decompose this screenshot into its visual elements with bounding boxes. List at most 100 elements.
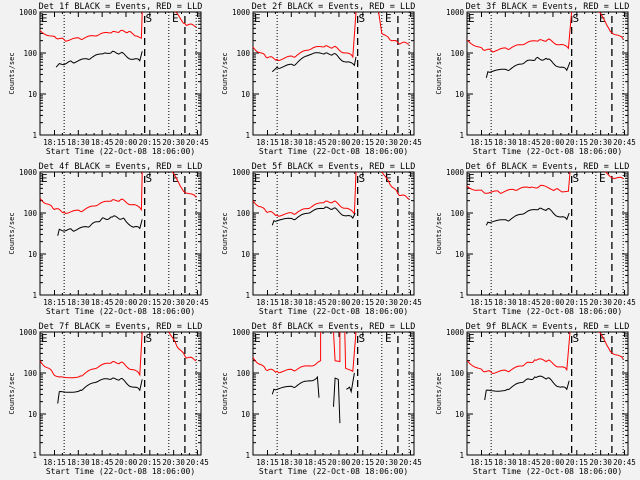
x-axis-label: Start Time (22-Oct-08 18:06:00): [473, 307, 622, 316]
x-tick-label: 20:15: [352, 138, 375, 147]
marker-E-start: E: [41, 332, 48, 345]
events-series-line: [333, 377, 341, 424]
marker-E-end: E: [385, 172, 392, 185]
detector-plot-6: Det 6f BLACK = Events, RED = LLD 1 10 100 10…: [435, 162, 636, 316]
x-axis-label: Start Time (22-Oct-08 18:06:00): [46, 147, 195, 156]
events-series-line: [57, 377, 143, 404]
x-tick-label: 20:15: [352, 458, 375, 467]
lld-series-line: [252, 171, 357, 217]
marker-E-start: E: [468, 12, 475, 25]
y-tick-label: 10: [28, 250, 38, 259]
lld-series-line: [39, 331, 143, 379]
plot-frame: [466, 11, 629, 136]
y-tick-label: 100: [450, 49, 464, 58]
marker-E-end: E: [172, 332, 179, 345]
lld-series-line: [605, 171, 624, 180]
marker-E-end: E: [599, 332, 606, 345]
detector-plot-8: Det 8f BLACK = Events, RED = LLD 1 10 100 10…: [221, 322, 422, 476]
events-series-line: [55, 50, 143, 68]
x-tick-label: 20:15: [139, 298, 162, 307]
y-axis-label: Counts/sec: [8, 52, 16, 94]
x-tick-label: 20:00: [542, 298, 565, 307]
y-tick-label: 100: [236, 369, 250, 378]
x-tick-label: 18:45: [91, 458, 114, 467]
plot-title: Det 4f BLACK = Events, RED = LLD: [39, 162, 203, 172]
x-tick-label: 20:45: [613, 458, 636, 467]
x-tick-label: 18:30: [280, 458, 303, 467]
marker-S: S: [145, 332, 152, 345]
plot-title: Det 2f BLACK = Events, RED = LLD: [252, 2, 416, 12]
y-axis-label: Counts/sec: [221, 212, 229, 254]
y-tick-label: 1000: [19, 168, 38, 177]
x-tick-label: 18:45: [91, 138, 114, 147]
y-tick-label: 1000: [232, 328, 251, 337]
lld-series-line: [378, 11, 410, 45]
events-series-line: [485, 207, 570, 226]
marker-E-end: E: [385, 12, 392, 25]
lld-series-line: [598, 331, 624, 360]
marker-S: S: [145, 172, 152, 185]
y-axis-label: Counts/sec: [221, 52, 229, 94]
y-tick-label: 100: [450, 209, 464, 218]
marker-E-end: E: [172, 12, 179, 25]
x-tick-label: 20:00: [542, 458, 565, 467]
y-tick-label: 1000: [446, 8, 465, 17]
marker-E-end: E: [385, 332, 392, 345]
lld-series-line: [171, 171, 197, 198]
detector-plot-5: Det 5f BLACK = Events, RED = LLD 1 10 100 10…: [221, 162, 422, 316]
detector-plot-9: Det 9f BLACK = Events, RED = LLD 1 10 100 10…: [435, 322, 636, 476]
events-series-line: [271, 375, 320, 398]
x-tick-label: 18:30: [280, 138, 303, 147]
plot-title: Det 3f BLACK = Events, RED = LLD: [466, 2, 630, 12]
x-tick-label: 18:15: [43, 458, 66, 467]
events-series-line: [346, 372, 355, 394]
y-tick-label: 10: [28, 410, 38, 419]
lld-series-line: [39, 11, 143, 42]
y-tick-label: 1: [32, 131, 37, 140]
x-tick-label: 20:45: [399, 138, 422, 147]
lld-series-line: [333, 331, 341, 363]
x-tick-label: 18:30: [67, 458, 90, 467]
x-tick-label: 18:15: [256, 458, 279, 467]
events-series-line: [271, 206, 356, 226]
x-tick-label: 20:45: [186, 138, 209, 147]
marker-S: S: [358, 12, 365, 25]
y-tick-label: 100: [23, 369, 37, 378]
plot-frame: [39, 11, 202, 136]
marker-E-start: E: [254, 12, 261, 25]
x-axis-label: Start Time (22-Oct-08 18:06:00): [259, 147, 408, 156]
y-tick-label: 1000: [19, 8, 38, 17]
detector-plot-4: Det 4f BLACK = Events, RED = LLD 1 10 100 10…: [8, 162, 209, 316]
x-axis-label: Start Time (22-Oct-08 18:06:00): [46, 307, 195, 316]
lld-series-line: [252, 11, 357, 62]
lld-series-line: [466, 171, 571, 194]
lld-series-line: [598, 11, 624, 40]
marker-S: S: [145, 12, 152, 25]
plot-frame: [466, 331, 629, 456]
x-tick-label: 20:30: [589, 298, 612, 307]
x-tick-label: 20:30: [375, 298, 398, 307]
y-tick-label: 100: [236, 49, 250, 58]
plot-frame: [39, 331, 202, 456]
x-tick-label: 20:30: [589, 458, 612, 467]
plot-title: Det 6f BLACK = Events, RED = LLD: [466, 162, 630, 172]
x-tick-label: 18:30: [67, 298, 90, 307]
events-series-line: [57, 215, 143, 236]
y-tick-label: 10: [241, 410, 251, 419]
x-tick-label: 18:45: [304, 298, 327, 307]
lld-series-line: [466, 11, 573, 53]
plot-title: Det 7f BLACK = Events, RED = LLD: [39, 322, 203, 332]
marker-E-start: E: [468, 172, 475, 185]
plot-frame: [252, 171, 415, 296]
x-tick-label: 20:45: [186, 458, 209, 467]
x-tick-label: 20:30: [162, 138, 185, 147]
detector-plot-3: Det 3f BLACK = Events, RED = LLD 1 10 100 10…: [435, 2, 636, 156]
x-axis-label: Start Time (22-Oct-08 18:06:00): [473, 147, 622, 156]
x-tick-label: 18:45: [304, 138, 327, 147]
y-tick-label: 100: [23, 49, 37, 58]
x-tick-label: 20:00: [115, 298, 138, 307]
x-tick-label: 20:45: [613, 298, 636, 307]
detector-plot-2: Det 2f BLACK = Events, RED = LLD 1 10 100 10…: [221, 2, 422, 156]
y-tick-label: 1: [245, 291, 250, 300]
